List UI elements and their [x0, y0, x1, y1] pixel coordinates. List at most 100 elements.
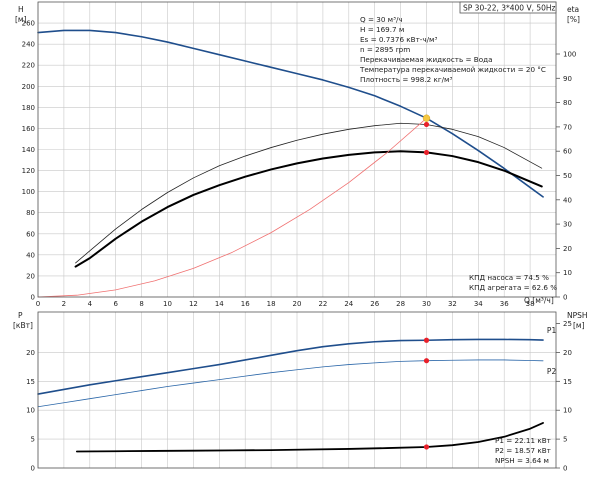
left-tick-label: 15	[26, 378, 35, 386]
left-tick-label: 200	[22, 83, 35, 91]
right-tick-label: 50	[563, 172, 572, 180]
top-left-axis-unit: [м]	[15, 15, 27, 24]
info-line: Температура перекачиваемой жидкости = 20…	[359, 65, 546, 74]
bottom-left-axis-unit: [кВт]	[13, 321, 33, 330]
top-chart-grid	[37, 2, 556, 298]
info-line: Перекачиваемая жидкость = Вода	[360, 55, 493, 64]
right-tick-label: 10	[563, 269, 572, 277]
right-tick-label: 100	[563, 51, 576, 59]
info-line: Плотность = 998.2 кг/м³	[360, 75, 452, 84]
pump-label: SP 30-22, 3*400 V, 50Hz	[463, 4, 556, 13]
x-tick-label: 26	[370, 300, 379, 308]
x-tick-label: 16	[241, 300, 250, 308]
efficiency-info: КПД насоса = 74.5 % КПД агрегата = 62.6 …	[469, 273, 557, 292]
duty-point-markers	[422, 114, 431, 450]
curve-label-p2: P2	[547, 367, 557, 376]
duty-point-marker	[423, 149, 430, 156]
info-line: Q = 30 м³/ч	[360, 15, 403, 24]
info-line: n = 2895 rpm	[360, 45, 410, 54]
series-line-eta-unit	[74, 150, 543, 268]
x-tick-label: 24	[344, 300, 353, 308]
x-tick-label: 32	[448, 300, 457, 308]
right-tick-label: 40	[563, 196, 572, 204]
right-tick-label: 0	[563, 294, 567, 302]
eff-line: КПД насоса = 74.5 %	[469, 273, 549, 282]
duty-point-marker	[423, 358, 430, 364]
info-line: H = 169.7 м	[360, 25, 404, 34]
bottom-chart-series	[37, 338, 544, 453]
power-info: P1 = 22.11 кВт P2 = 18.57 кВт NPSH = 3.6…	[495, 436, 551, 465]
bottom-chart-grid	[37, 312, 556, 469]
right-tick-label: 5	[563, 436, 567, 444]
top-right-axis-label: eta	[567, 5, 579, 14]
series-line-npsh	[75, 422, 544, 453]
left-tick-label: 180	[22, 104, 35, 112]
left-tick-label: 100	[22, 188, 35, 196]
duty-point-marker	[423, 444, 430, 450]
right-tick-label: 80	[563, 99, 572, 107]
left-tick-label: 140	[22, 146, 35, 154]
x-axis-label: Q [м³/ч]	[524, 296, 554, 305]
top-right-axis-unit: [%]	[567, 15, 580, 24]
right-tick-label: 0	[563, 465, 567, 473]
right-tick-label: 25	[563, 320, 572, 328]
left-tick-label: 240	[22, 41, 35, 49]
left-tick-label: 20	[26, 349, 35, 357]
duty-point-marker	[423, 121, 430, 128]
pump-label-box	[459, 1, 557, 14]
series-line-eta-pump	[75, 122, 543, 264]
left-tick-label: 10	[26, 407, 35, 415]
power-line: NPSH = 3.64 м	[495, 456, 549, 465]
duty-point-info: Q = 30 м³/ч H = 169.7 м Es = 0.7376 кВт-…	[359, 15, 546, 84]
x-tick-label: 22	[318, 300, 327, 308]
info-line: Es = 0.7376 кВт-ч/м³	[360, 35, 437, 44]
top-chart-series	[37, 29, 544, 298]
left-tick-label: 5	[31, 436, 35, 444]
series-line-p2	[37, 359, 544, 408]
curve-label-p1: P1	[547, 326, 557, 335]
top-chart-frame	[37, 1, 557, 298]
axis-ticks: 0 2 4 6 8 10 12 14 16 18 20 22 24 26 28 30 32 34 36 3802040…	[22, 20, 577, 473]
x-tick-label: 8	[139, 300, 143, 308]
duty-point-marker	[422, 114, 431, 122]
right-tick-label: 70	[563, 123, 572, 131]
power-line: P2 = 18.57 кВт	[495, 446, 551, 455]
right-tick-label: 20	[563, 349, 572, 357]
left-tick-label: 60	[26, 230, 35, 238]
x-tick-label: 18	[267, 300, 276, 308]
left-tick-label: 0	[31, 465, 35, 473]
right-tick-label: 30	[563, 221, 572, 229]
x-tick-label: 30	[422, 300, 431, 308]
duty-point-marker	[423, 337, 430, 343]
x-tick-label: 20	[293, 300, 302, 308]
eff-line: КПД агрегата = 62.6 %	[469, 283, 557, 292]
right-tick-label: 60	[563, 148, 572, 156]
x-tick-label: 10	[163, 300, 172, 308]
x-tick-label: 0	[36, 300, 40, 308]
x-tick-label: 6	[113, 300, 118, 308]
left-tick-label: 20	[26, 272, 35, 280]
x-tick-label: 34	[474, 300, 483, 308]
right-tick-label: 90	[563, 75, 572, 83]
series-line-p1	[37, 338, 544, 395]
x-tick-label: 12	[189, 300, 198, 308]
x-tick-label: 28	[396, 300, 405, 308]
top-left-axis-label: H	[18, 5, 24, 14]
right-tick-label: 20	[563, 245, 572, 253]
power-line: P1 = 22.11 кВт	[495, 436, 551, 445]
left-tick-label: 120	[22, 167, 35, 175]
bottom-right-axis-unit: [м]	[573, 321, 585, 330]
left-tick-label: 80	[26, 209, 35, 217]
left-tick-label: 0	[31, 294, 35, 302]
left-tick-label: 40	[26, 251, 35, 259]
x-tick-label: 14	[215, 300, 224, 308]
bottom-left-axis-label: P	[18, 311, 23, 320]
bottom-chart-frame	[37, 311, 557, 469]
x-tick-label: 36	[500, 300, 509, 308]
bottom-right-axis-label: NPSH	[567, 311, 588, 320]
left-tick-label: 160	[22, 125, 35, 133]
left-tick-label: 260	[22, 20, 35, 28]
x-tick-label: 2	[62, 300, 66, 308]
